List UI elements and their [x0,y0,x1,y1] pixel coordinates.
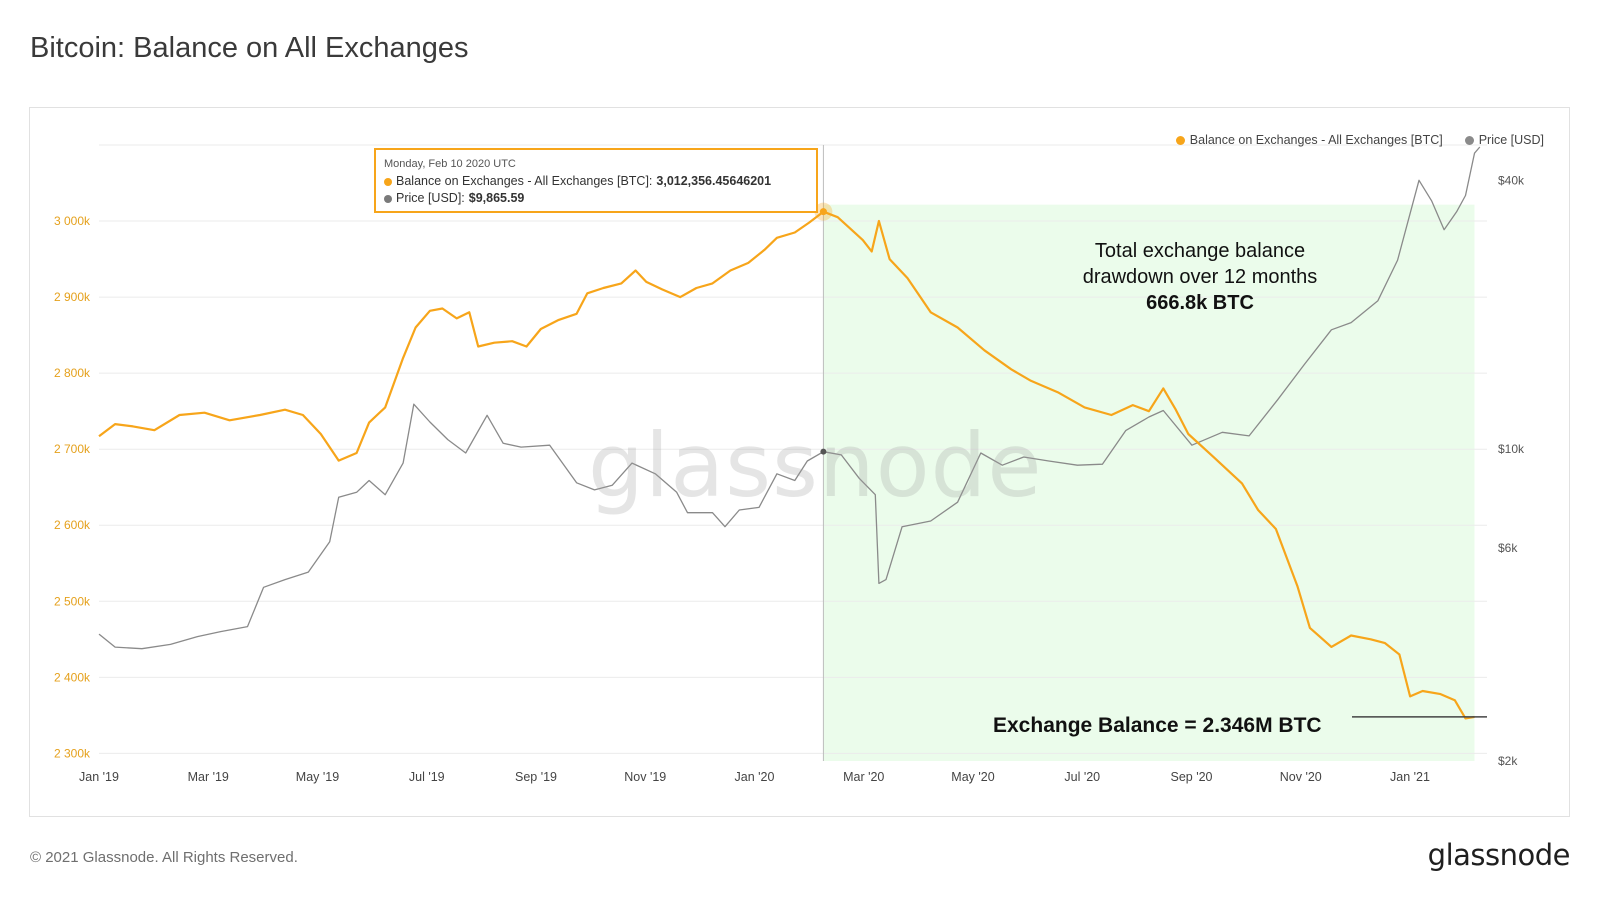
tooltip-balance-dot-icon [384,177,392,186]
left-tick-label: 2 700k [54,442,91,456]
balance-marker-point [819,208,827,216]
x-tick-label: Jan '19 [79,770,119,784]
x-tick-label: Nov '19 [624,770,666,784]
chart-tooltip: Monday, Feb 10 2020 UTC Balance on Excha… [374,148,818,213]
left-tick-label: 2 300k [54,746,91,760]
right-tick-label: $10k [1498,442,1525,456]
legend-dot-price-icon [1464,135,1474,145]
legend-item-price[interactable]: Price [USD] [1464,133,1544,147]
annotation-value: 666.8k BTC [1146,292,1254,314]
tooltip-price-label: Price [USD]: [396,191,465,205]
chart-legend: Balance on Exchanges - All Exchanges [BT… [1175,133,1544,147]
x-tick-label: Nov '20 [1280,770,1322,784]
left-tick-label: 2 800k [54,366,91,380]
tooltip-date: Monday, Feb 10 2020 UTC [384,158,516,170]
right-tick-label: $6k [1498,541,1518,555]
x-tick-label: Sep '19 [515,770,557,784]
tooltip-price-dot-icon [384,194,392,203]
exchange-balance-callout: Exchange Balance = 2.346M BTC [993,714,1322,737]
chart-frame [29,107,1570,817]
footer-copyright: © 2021 Glassnode. All Rights Reserved. [30,849,298,866]
watermark: glassnode [588,414,1043,517]
legend-dot-balance-icon [1175,135,1185,145]
left-tick-label: 3 000k [54,214,91,228]
left-tick-label: 2 900k [54,290,91,304]
tooltip-balance-value: 3,012,356.45646201 [656,174,772,188]
glassnode-logo: glassnode [1427,838,1571,872]
annotation-line-3: 666.8k BTC [1030,290,1370,316]
balance-series-line [98,210,1475,720]
tooltip-balance-label: Balance on Exchanges - All Exchanges [BT… [396,174,653,188]
price-series-line [98,146,1481,650]
x-tick-label: Jan '20 [735,770,775,784]
annotation-line-2: drawdown over 12 months [1082,266,1318,288]
legend-label-price: Price [USD] [1478,133,1544,147]
left-tick-label: 2 600k [54,518,91,532]
left-tick-label: 2 400k [54,670,91,684]
legend-item-balance[interactable]: Balance on Exchanges - All Exchanges [BT… [1175,133,1443,147]
tooltip-row-balance: Balance on Exchanges - All Exchanges [BT… [384,173,808,190]
right-tick-label: $2k [1498,754,1518,768]
page-title: Bitcoin: Balance on All Exchanges [30,32,469,64]
legend-label-balance: Balance on Exchanges - All Exchanges [BT… [1189,133,1443,147]
x-tick-label: Jul '19 [409,770,445,784]
x-tick-label: Mar '20 [843,770,884,784]
right-tick-label: $40k [1498,173,1525,187]
x-tick-label: Mar '19 [188,770,229,784]
x-tick-label: Jan '21 [1390,770,1430,784]
drawdown-annotation: Total exchange balance drawdown over 12 … [1030,238,1370,316]
left-tick-label: 2 500k [54,594,91,608]
tooltip-price-value: $9,865.59 [468,191,525,205]
x-tick-label: Sep '20 [1170,770,1212,784]
tooltip-row-price: Price [USD]: $9,865.59 [384,190,808,207]
annotation-line-1: Total exchange balance [1094,240,1306,262]
x-tick-label: May '20 [951,770,994,784]
price-marker-point [820,448,827,455]
x-tick-label: Jul '20 [1064,770,1100,784]
x-tick-label: May '19 [296,770,339,784]
